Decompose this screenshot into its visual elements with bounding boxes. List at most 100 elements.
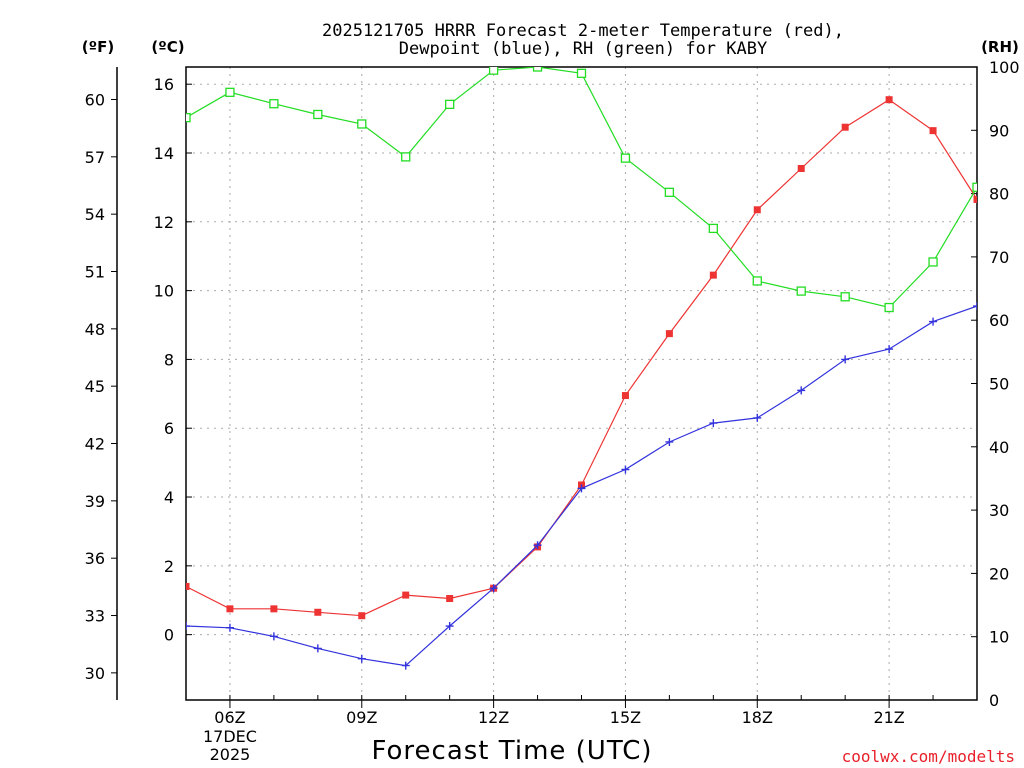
dewpoint-point: [797, 386, 806, 395]
dewpoint-point: [445, 622, 454, 631]
temperature-point: [885, 96, 893, 104]
celsius-axis: 0 2 4 6 8 10 12 14 16: [154, 75, 192, 645]
dewpoint-point: [621, 465, 630, 474]
temperature-line: [186, 98, 977, 617]
temperature-point: [973, 195, 977, 203]
rh-point: [576, 68, 587, 78]
celsius-tick-label: 16: [154, 75, 174, 94]
rh-tick-label: 0: [989, 691, 999, 710]
fahrenheit-tick-label: 51: [85, 263, 105, 282]
temperature-point: [797, 164, 805, 172]
rh-point: [752, 276, 762, 286]
rh-point: [796, 286, 806, 296]
data-series: [186, 67, 977, 670]
time-tick-label: 21Z: [873, 708, 904, 727]
rh-series: [186, 67, 977, 313]
celsius-tick-label: 12: [154, 213, 174, 232]
rh-point: [664, 187, 675, 197]
rh-point: [488, 67, 499, 75]
rh-tick-label: 50: [989, 375, 1009, 394]
fahrenheit-axis: 30 33 36 39 42 45 48 51 54 57 60: [85, 90, 117, 683]
rh-point: [357, 119, 367, 129]
fahrenheit-tick-label: 36: [85, 549, 105, 568]
temperature-point: [709, 271, 717, 279]
fahrenheit-tick-label: 57: [85, 148, 105, 167]
temperature-point: [186, 582, 190, 590]
dewpoint-point: [973, 302, 977, 311]
dewpoint-point: [533, 541, 542, 550]
rh-tick-label: 90: [989, 121, 1009, 140]
rh-tick-label: 40: [989, 438, 1009, 457]
temperature-point: [358, 612, 366, 620]
rh-point: [840, 292, 850, 302]
dewpoint-point: [357, 654, 366, 663]
rh-point: [620, 153, 631, 163]
dewpoint-point: [885, 345, 894, 354]
celsius-tick-label: 2: [164, 557, 174, 576]
time-tick-label: 18Z: [742, 708, 773, 727]
rh-tick-label: 20: [989, 564, 1009, 583]
dewpoint-point: [186, 622, 190, 631]
time-tick-label: 15Z: [610, 708, 641, 727]
grid-lines: [186, 67, 977, 700]
fahrenheit-tick-label: 33: [85, 607, 105, 626]
fahrenheit-tick-label: 60: [85, 90, 105, 109]
dewpoint-point: [401, 661, 410, 670]
celsius-tick-label: 14: [154, 144, 174, 163]
temperature-point: [929, 127, 937, 135]
fahrenheit-tick-label: 30: [85, 664, 105, 683]
temperature-point: [402, 591, 410, 599]
rh-unit-label: (RH): [981, 38, 1019, 56]
celsius-tick-label: 10: [154, 282, 174, 301]
rh-tick-label: 10: [989, 628, 1009, 647]
temperature-series: [186, 96, 977, 620]
time-tick-label: 09Z: [346, 708, 377, 727]
dewpoint-point: [753, 413, 762, 422]
celsius-unit-label: (ºC): [151, 38, 184, 56]
year-label: 2025: [210, 745, 251, 764]
rh-point: [269, 99, 279, 109]
dewpoint-point: [225, 623, 234, 632]
dewpoint-point: [709, 419, 718, 428]
dewpoint-point: [665, 437, 674, 446]
dewpoint-point: [313, 644, 322, 653]
temperature-point: [665, 330, 673, 338]
x-axis-title: Forecast Time (UTC): [371, 736, 652, 766]
celsius-tick-label: 0: [164, 626, 174, 645]
celsius-tick-label: 8: [164, 350, 174, 369]
temperature-point: [270, 605, 278, 613]
fahrenheit-tick-label: 42: [85, 435, 105, 454]
rh-tick-label: 30: [989, 501, 1009, 520]
rh-axis: 0 10 20 30 40 50 60 70 80 90 100: [971, 58, 1020, 710]
rh-line: [186, 67, 977, 309]
rh-point: [708, 223, 718, 234]
temperature-point: [753, 206, 761, 214]
celsius-tick-label: 4: [164, 488, 174, 507]
fahrenheit-tick-label: 54: [85, 205, 105, 224]
rh-point: [884, 302, 894, 313]
credit-text: coolwx.com/modelts: [842, 747, 1015, 766]
rh-tick-label: 100: [989, 58, 1020, 77]
rh-point: [313, 109, 323, 120]
dewpoint-point: [929, 317, 938, 326]
fahrenheit-unit-label: (ºF): [82, 38, 114, 56]
time-tick-label: 12Z: [478, 708, 509, 727]
rh-point: [401, 152, 411, 162]
dewpoint-point: [269, 632, 278, 641]
chart-title-line2: Dewpoint (blue), RH (green) for KABY: [399, 39, 767, 59]
plot-area-frame: [185, 66, 978, 701]
rh-point: [445, 99, 455, 109]
dewpoint-point: [577, 484, 586, 493]
time-tick-label: 06Z: [214, 708, 245, 727]
temperature-point: [314, 608, 322, 616]
date-label: 17DEC: [203, 727, 257, 746]
rh-tick-label: 60: [989, 311, 1009, 330]
temperature-point: [226, 605, 234, 613]
temperature-point: [621, 392, 629, 400]
dewpoint-point: [841, 355, 850, 364]
rh-tick-label: 80: [989, 185, 1009, 204]
rh-point: [972, 182, 977, 192]
rh-point: [225, 87, 235, 97]
fahrenheit-tick-label: 45: [85, 377, 105, 396]
